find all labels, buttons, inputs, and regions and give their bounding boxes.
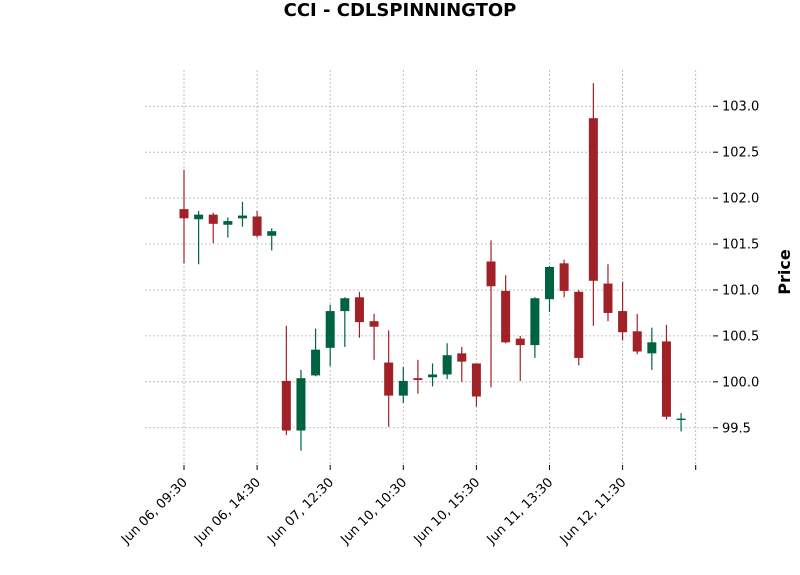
candle-body <box>471 363 481 397</box>
candle-body <box>325 311 335 348</box>
candle <box>618 281 628 341</box>
candle-body <box>194 214 204 220</box>
candle-body <box>661 341 671 417</box>
candle <box>267 228 277 251</box>
x-tick-label: Jun 11, 13:30 <box>484 475 557 548</box>
candle-body <box>354 297 364 323</box>
candle <box>559 259 569 298</box>
candle <box>311 328 321 377</box>
candle <box>428 363 438 387</box>
candle <box>632 313 642 355</box>
candle-body <box>428 374 438 378</box>
y-tick-label: 100.5 <box>722 329 759 344</box>
candle-body <box>501 290 511 343</box>
candle-body <box>281 380 291 431</box>
x-tick-label: Jun 06, 09:30 <box>118 475 191 548</box>
candle-body <box>340 298 350 312</box>
candle-body <box>296 378 306 431</box>
candle-body <box>237 215 247 219</box>
y-tick-label: 102.5 <box>722 146 759 161</box>
candle <box>223 217 233 238</box>
x-tick-label: Jun 10, 15:30 <box>411 475 484 548</box>
candle-body <box>442 355 452 375</box>
y-tick-label: 101.0 <box>722 283 759 298</box>
candle <box>281 325 291 436</box>
x-tick-label: Jun 12, 11:30 <box>557 475 630 548</box>
candle-body <box>267 231 277 236</box>
candle-body <box>559 263 569 291</box>
candle-body <box>618 311 628 333</box>
grid-lines <box>145 70 713 465</box>
candle <box>398 367 408 403</box>
candle-body <box>369 321 379 327</box>
candle-body <box>574 291 584 358</box>
candle <box>325 304 335 367</box>
candles <box>179 83 686 451</box>
chart-title: CCI - CDLSPINNINGTOP <box>283 0 517 21</box>
candle-body <box>398 380 408 396</box>
y-tick-label: 99.5 <box>722 421 751 436</box>
candle <box>530 297 540 358</box>
x-tick-label: Jun 10, 10:30 <box>337 475 410 548</box>
candle <box>515 335 525 381</box>
candle <box>574 289 584 366</box>
candle-body <box>515 338 525 346</box>
candle <box>676 413 686 432</box>
candle <box>296 369 306 451</box>
x-tick-label: Jun 07, 12:30 <box>264 475 337 548</box>
candle <box>252 210 262 238</box>
candle-body <box>530 298 540 346</box>
candle <box>413 359 423 394</box>
candle <box>501 275 511 344</box>
candle <box>661 324 671 420</box>
y-tick-label: 102.0 <box>722 192 759 207</box>
candle <box>179 169 189 264</box>
y-tick-label: 100.0 <box>722 375 759 390</box>
candle <box>194 210 204 265</box>
y-tick-label: 103.0 <box>722 100 759 115</box>
candle-body <box>486 261 496 287</box>
candle-body <box>603 283 613 313</box>
candle-body <box>632 331 642 352</box>
candle-body <box>413 378 423 380</box>
candle-body <box>179 209 189 219</box>
candle-body <box>223 221 233 225</box>
candle-body <box>311 349 321 376</box>
candle <box>442 343 452 380</box>
candle <box>471 363 481 407</box>
candle <box>457 346 467 382</box>
candle-body <box>384 362 394 396</box>
candle <box>340 297 350 347</box>
candle <box>603 264 613 322</box>
candle-body <box>208 214 218 224</box>
x-tick-label: Jun 06, 14:30 <box>191 475 264 548</box>
candle-body <box>676 418 686 421</box>
candle <box>354 291 364 338</box>
candle <box>208 212 218 244</box>
candle-body <box>647 342 657 354</box>
axes: 99.5 100.0 100.5 101.0 101.5 102.0 102.5 103.0 J… <box>118 100 759 548</box>
candle <box>237 201 247 227</box>
candle <box>545 266 554 313</box>
candle-body <box>457 353 467 362</box>
candle <box>384 330 394 427</box>
candle <box>369 313 379 360</box>
candle <box>647 327 657 370</box>
candle-body <box>252 216 262 236</box>
candle-body <box>588 118 598 281</box>
y-axis-label: Price <box>775 249 794 295</box>
candle <box>486 240 496 388</box>
candle <box>588 83 598 326</box>
candle-body <box>545 267 554 300</box>
y-tick-label: 101.5 <box>722 238 759 253</box>
